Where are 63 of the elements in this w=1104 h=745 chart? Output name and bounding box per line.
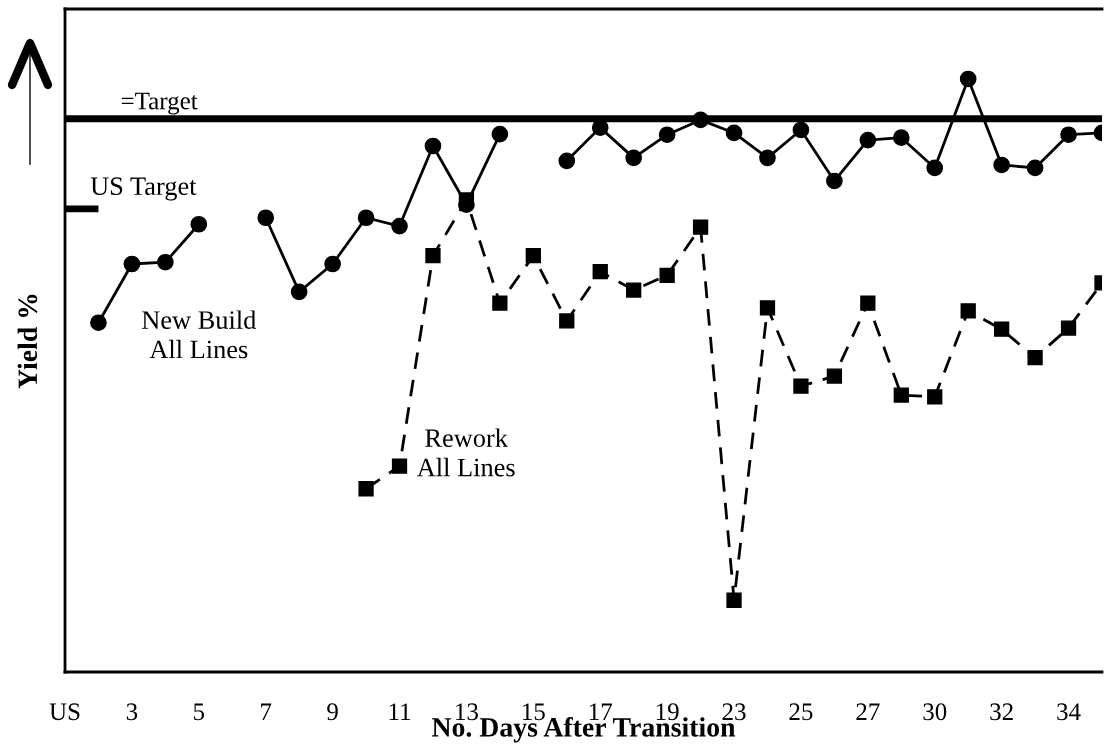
point — [357, 209, 375, 227]
point — [658, 126, 676, 144]
point — [792, 121, 810, 139]
point — [659, 267, 675, 283]
x-tick-label: 3 — [126, 703, 138, 721]
x-tick-label: 7 — [261, 703, 272, 720]
x-tick-label: 25 — [789, 703, 813, 721]
point — [793, 378, 809, 394]
point — [123, 255, 141, 273]
x-tick-label: 9 — [327, 703, 338, 721]
point — [1027, 350, 1043, 366]
point — [90, 314, 107, 332]
point — [1026, 159, 1044, 177]
point — [358, 481, 374, 497]
point — [626, 282, 642, 298]
point — [759, 149, 776, 167]
point — [391, 217, 408, 235]
x-tick-label: 27 — [856, 703, 880, 720]
point — [725, 124, 743, 142]
x-tick-label: 30 — [923, 703, 947, 721]
point — [257, 209, 275, 227]
point — [425, 248, 441, 264]
y-axis-title: Yield % — [17, 294, 38, 389]
x-tick-label: 34 — [1057, 703, 1081, 721]
point — [959, 70, 977, 88]
point — [692, 111, 709, 129]
x-tick-label: 5 — [194, 703, 205, 721]
point — [826, 368, 843, 384]
point — [324, 255, 341, 273]
series-label: US Target — [90, 177, 197, 201]
point — [190, 215, 208, 233]
point — [826, 172, 843, 190]
point — [424, 137, 442, 155]
point — [157, 253, 174, 271]
point — [893, 387, 909, 403]
point — [859, 131, 877, 149]
ref-line-label: =Target — [121, 92, 198, 115]
point — [726, 592, 742, 608]
point — [525, 248, 541, 264]
point — [759, 300, 776, 316]
point — [391, 458, 408, 474]
point — [558, 152, 576, 170]
point — [1060, 320, 1077, 336]
point — [592, 264, 608, 280]
point — [994, 321, 1010, 337]
point — [993, 156, 1010, 174]
point — [491, 125, 509, 143]
point — [960, 303, 976, 319]
x-tick-label: US — [49, 703, 80, 721]
point — [492, 295, 508, 311]
point — [1060, 126, 1077, 144]
x-tick-label: 11 — [389, 703, 411, 720]
point — [892, 129, 910, 147]
x-tick-label: 32 — [990, 703, 1013, 721]
point — [926, 159, 944, 177]
point — [290, 283, 308, 301]
series-label: Rework All Lines — [416, 428, 515, 477]
point — [860, 295, 876, 311]
point — [625, 149, 643, 167]
point — [559, 313, 575, 329]
point — [692, 219, 709, 235]
point — [927, 389, 943, 405]
series-label: New Build All Lines — [142, 310, 257, 359]
